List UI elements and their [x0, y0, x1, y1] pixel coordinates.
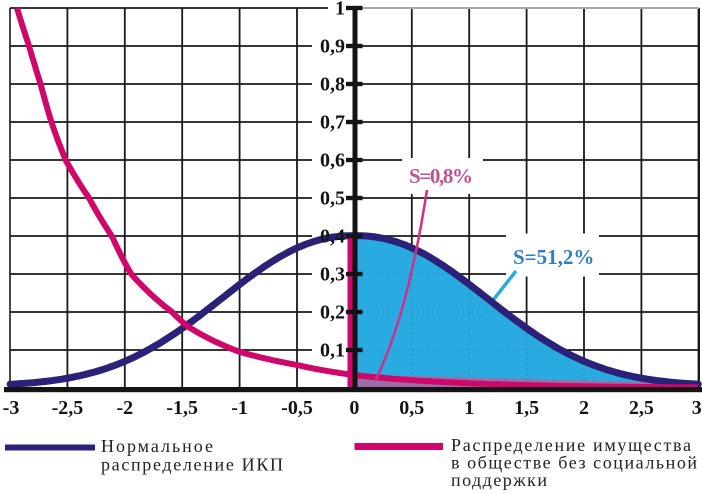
svg-text:1,5: 1,5: [514, 397, 539, 419]
svg-text:-3: -3: [3, 397, 20, 419]
svg-text:0: 0: [349, 397, 359, 419]
svg-text:1: 1: [464, 397, 474, 419]
svg-text:поддержки: поддержки: [451, 470, 547, 490]
svg-text:S=0,8%: S=0,8%: [409, 164, 473, 188]
svg-text:0,5: 0,5: [399, 397, 424, 419]
svg-text:0,6: 0,6: [320, 150, 345, 172]
svg-text:1: 1: [335, 0, 345, 20]
svg-text:2: 2: [579, 397, 589, 419]
svg-text:3: 3: [692, 397, 702, 419]
svg-text:-2,5: -2,5: [52, 397, 84, 419]
svg-text:Нормальное: Нормальное: [101, 436, 213, 456]
svg-text:0,8: 0,8: [320, 74, 345, 96]
svg-text:0,7: 0,7: [320, 112, 345, 134]
svg-text:0,4: 0,4: [320, 226, 345, 248]
svg-text:-0,5: -0,5: [281, 397, 313, 419]
svg-text:0,5: 0,5: [320, 188, 345, 210]
svg-text:0,9: 0,9: [320, 36, 345, 58]
svg-text:S=51,2%: S=51,2%: [513, 245, 594, 269]
svg-text:2,5: 2,5: [629, 397, 654, 419]
svg-text:0,2: 0,2: [320, 302, 345, 324]
svg-text:Распределение имущества: Распределение имущества: [451, 435, 691, 455]
svg-text:-1,5: -1,5: [166, 397, 198, 419]
svg-text:0,3: 0,3: [320, 264, 345, 286]
svg-text:0,1: 0,1: [320, 340, 345, 362]
svg-text:-1: -1: [231, 397, 248, 419]
svg-text:-2: -2: [116, 397, 133, 419]
